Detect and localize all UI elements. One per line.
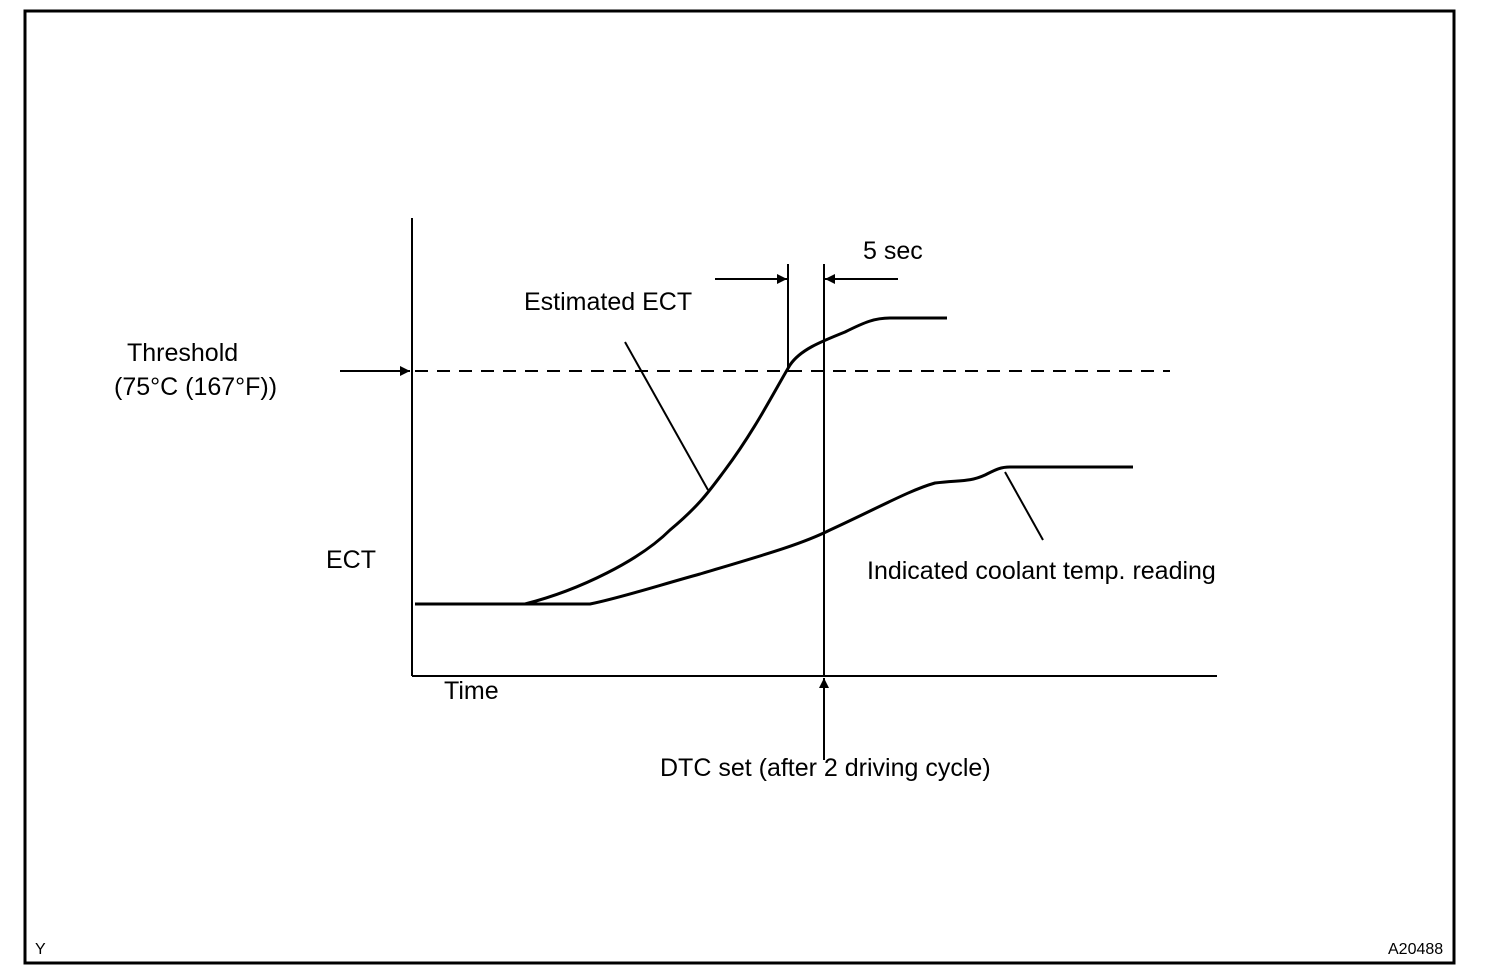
corner-label: Y bbox=[35, 941, 46, 958]
estimated-ect-label: Estimated ECT bbox=[524, 288, 692, 316]
figure-id: A20488 bbox=[1388, 941, 1443, 958]
indicated-coolant-curve bbox=[415, 465, 1133, 606]
y-axis-label: ECT bbox=[326, 546, 376, 574]
estimated-leader-line bbox=[624, 341, 709, 491]
x-axis-label: Time bbox=[444, 677, 499, 705]
indicated-leader-line bbox=[1004, 471, 1044, 541]
figure-frame bbox=[23, 9, 1456, 965]
threshold-label: Threshold bbox=[127, 339, 238, 367]
estimated-ect-curve bbox=[415, 316, 947, 606]
dtc-label: DTC set (after 2 driving cycle) bbox=[660, 754, 991, 782]
interval-label: 5 sec bbox=[863, 237, 923, 265]
indicated-coolant-label: Indicated coolant temp. reading bbox=[867, 557, 1216, 585]
threshold-value-label: (75°C (167°F)) bbox=[114, 373, 277, 401]
